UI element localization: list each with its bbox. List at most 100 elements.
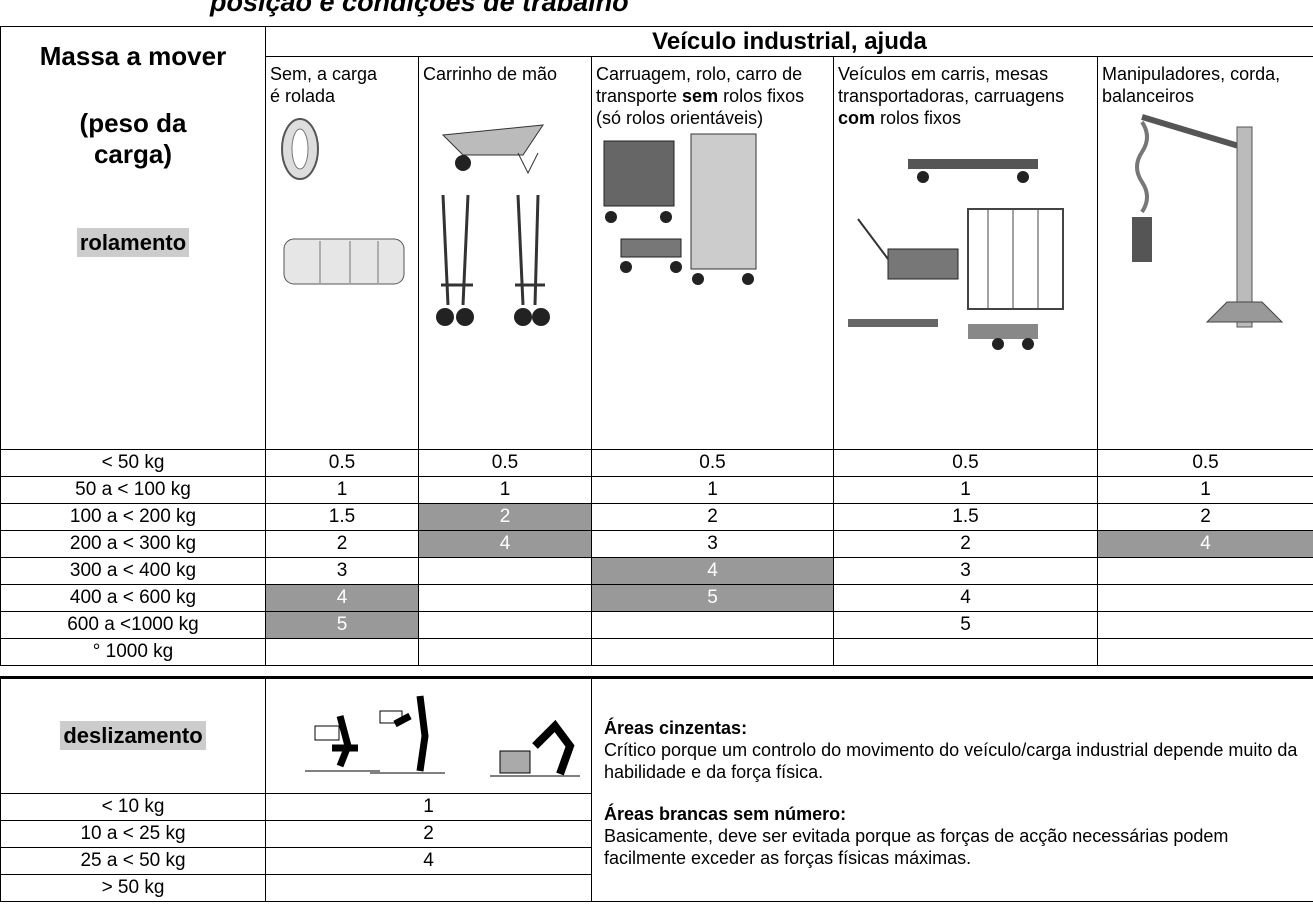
lower-table: deslizamento Áreas cinzentas: Crítico por…: [0, 676, 1313, 902]
cell: 4: [591, 557, 834, 585]
column-header: Carruagem, rolo, carro de transporte sem…: [591, 56, 834, 450]
cell: 0.5: [833, 449, 1098, 477]
data-row: > 50 kg: [0, 874, 1313, 902]
sliding-icons: [305, 695, 580, 777]
row-header-line: Massa a mover: [39, 41, 227, 71]
column-header: Sem, a carga é rolada: [265, 56, 419, 450]
handcart-icons: [436, 124, 550, 326]
data-row: 300 a < 400 kg 3 4 3: [0, 557, 1313, 585]
column-header: Manipuladores, corda, balanceiros: [1096, 56, 1313, 450]
row-header-line: carga): [93, 139, 173, 169]
section-label-cell: deslizamento: [0, 676, 266, 794]
legend-text: Basicamente, deve ser evitada porque as …: [604, 826, 1229, 868]
cell: 5: [265, 611, 419, 639]
cell: [1096, 638, 1313, 666]
rail-vehicle-icons: [848, 159, 1064, 350]
cell: 3: [265, 557, 419, 585]
column-text: Sem, a carga é rolada: [270, 64, 378, 106]
cell: [1096, 584, 1313, 612]
column-text: Carruagem, rolo, carro de transporte: [596, 64, 803, 106]
row-label: 600 a <1000 kg: [0, 611, 266, 639]
column-text: Carrinho de mão: [423, 64, 558, 84]
legend: Áreas cinzentas: Crítico porque um contro…: [591, 676, 1313, 902]
cell: 4: [265, 847, 592, 875]
cell: 1.5: [265, 503, 419, 531]
cell: 1: [833, 476, 1098, 504]
cell: 0.5: [1096, 449, 1313, 477]
cell: [418, 638, 592, 666]
cell: 1: [591, 476, 834, 504]
legend-title: Áreas brancas sem número:: [604, 804, 847, 824]
cell: 5: [591, 584, 834, 612]
cell: 2: [1096, 503, 1313, 531]
cell: 1: [265, 793, 592, 821]
data-row: 50 a < 100 kg 1 1 1 1 1: [0, 476, 1313, 504]
row-label: ° 1000 kg: [0, 638, 266, 666]
sliding-image: [265, 676, 592, 794]
cell: 1: [418, 476, 592, 504]
section-label: rolamento: [76, 228, 190, 257]
cell: 2: [833, 530, 1098, 558]
column-header: Veículos em carris, mesas transportadora…: [833, 56, 1098, 450]
data-row: 100 a < 200 kg 1.5 2 2 1.5 2: [0, 503, 1313, 531]
data-row: 25 a < 50 kg 4: [0, 847, 1313, 875]
legend-text: Crítico porque um controlo do movimento …: [604, 740, 1298, 782]
manipulator-icon: [1132, 114, 1284, 328]
row-label: > 50 kg: [0, 874, 266, 902]
data-row: 400 a < 600 kg 4 5 4: [0, 584, 1313, 612]
data-row: < 50 kg 0.5 0.5 0.5 0.5 0.5: [0, 449, 1313, 477]
row-label: < 50 kg: [0, 449, 266, 477]
roll-icons: [281, 118, 405, 285]
cell: 0.5: [591, 449, 834, 477]
cell: 4: [1096, 530, 1313, 558]
cell: [591, 638, 834, 666]
data-row: < 10 kg 1: [0, 793, 1313, 821]
cell: [418, 557, 592, 585]
row-header-line: (peso da: [79, 108, 187, 138]
row-header: Massa a mover (peso da carga) rolamento: [0, 26, 266, 450]
cell: [1096, 611, 1313, 639]
legend-title: Áreas cinzentas:: [604, 718, 748, 738]
row-label: 200 a < 300 kg: [0, 530, 266, 558]
cell: [833, 638, 1098, 666]
cell: 0.5: [265, 449, 419, 477]
data-row: 600 a <1000 kg 5 5: [0, 611, 1313, 639]
row-label: 25 a < 50 kg: [0, 847, 266, 875]
cell: [418, 611, 592, 639]
cell: 3: [591, 530, 834, 558]
row-label: 50 a < 100 kg: [0, 476, 266, 504]
carriage-icons: [603, 133, 757, 285]
cell: 4: [265, 584, 419, 612]
cell: 1.5: [833, 503, 1098, 531]
cell: 2: [418, 503, 592, 531]
column-text: rolos fixos: [875, 108, 962, 128]
cell: 4: [833, 584, 1098, 612]
cell: [1096, 557, 1313, 585]
row-label: 300 a < 400 kg: [0, 557, 266, 585]
cell: 2: [591, 503, 834, 531]
table-header: Veículo industrial, ajuda: [264, 26, 1313, 57]
cell: [265, 874, 592, 902]
row-label: 400 a < 600 kg: [0, 584, 266, 612]
column-header: Carrinho de mão: [418, 56, 592, 450]
column-text-bold: sem: [682, 86, 719, 106]
column-text-bold: com: [838, 108, 876, 128]
data-row: 10 a < 25 kg 2: [0, 820, 1313, 848]
cell: [265, 638, 419, 666]
upper-table: Massa a mover (peso da carga) rolamento …: [0, 26, 1313, 666]
cell: 2: [265, 820, 592, 848]
cell: 0.5: [418, 449, 592, 477]
data-row: ° 1000 kg: [0, 638, 1313, 666]
row-label: < 10 kg: [0, 793, 266, 821]
cell: [591, 611, 834, 639]
row-label: 100 a < 200 kg: [0, 503, 266, 531]
cell: 1: [1096, 476, 1313, 504]
row-label: 10 a < 25 kg: [0, 820, 266, 848]
cell: [418, 584, 592, 612]
column-text: Manipuladores, corda, balanceiros: [1102, 64, 1281, 106]
column-text: Veículos em carris, mesas transportadora…: [838, 64, 1065, 106]
cell: 2: [265, 530, 419, 558]
cell: 1: [265, 476, 419, 504]
column-text: rolos fixos (só rolos orientáveis): [596, 86, 805, 128]
